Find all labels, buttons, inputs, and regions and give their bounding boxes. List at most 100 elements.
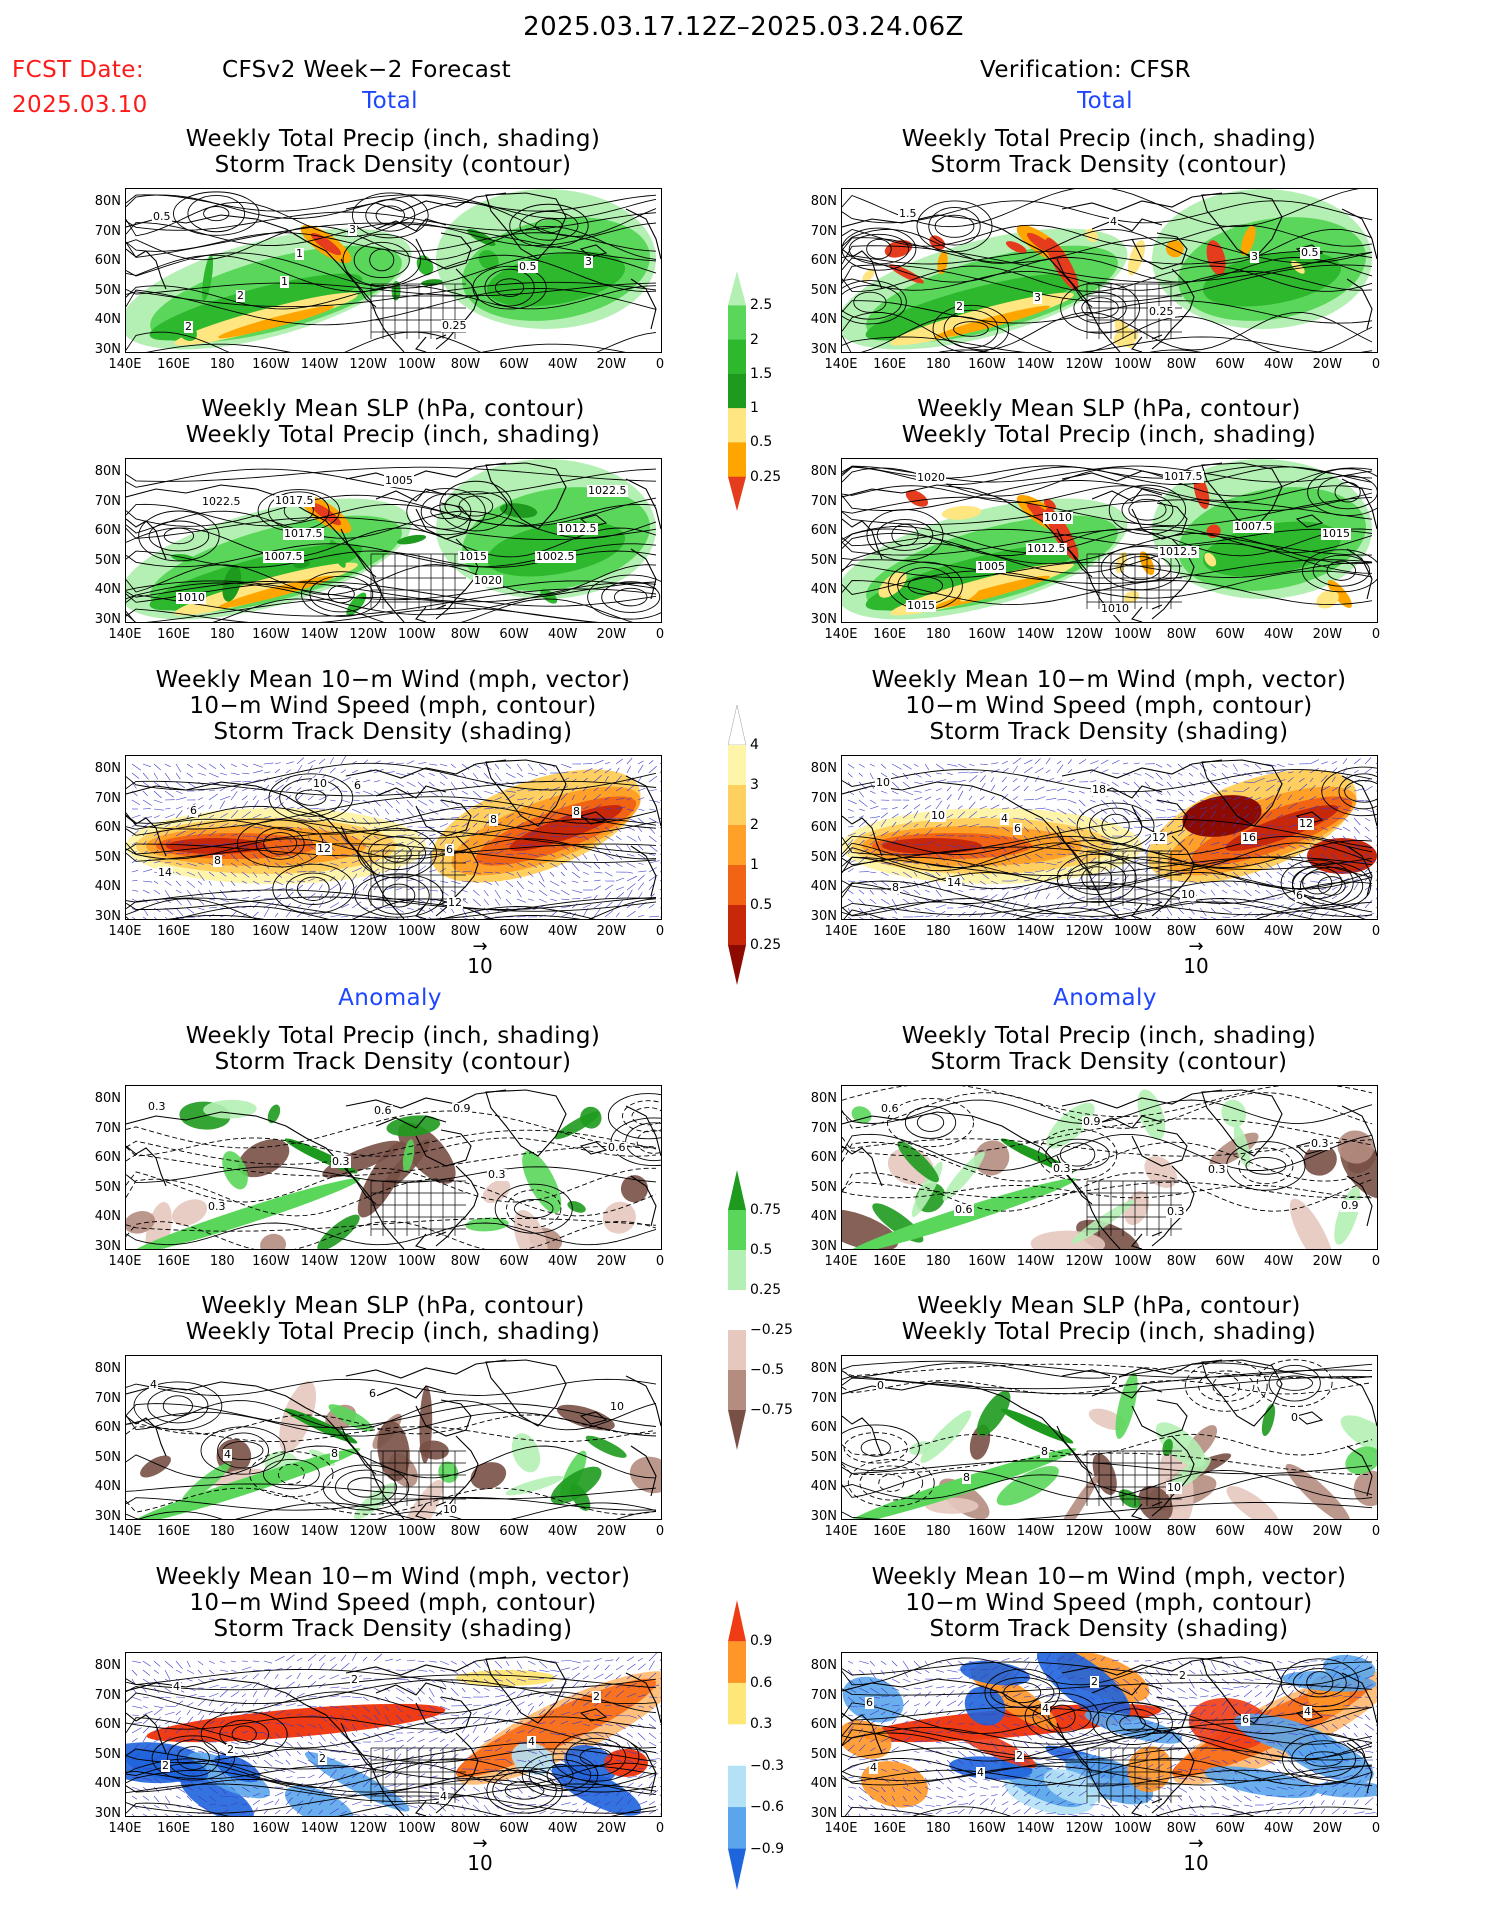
panel-title-line: Weekly Mean SLP (hPa, contour) xyxy=(201,396,585,422)
contour-label: 2 xyxy=(1178,1669,1187,1682)
lon-tick-label: 100W xyxy=(397,924,436,939)
contour-label: 1017.5 xyxy=(283,527,324,540)
lat-tick-label: 70N xyxy=(94,790,121,806)
vector-reference-value: 10 xyxy=(467,1851,493,1875)
lon-tick-label: 20W xyxy=(596,1821,627,1836)
lon-tick-label: 0 xyxy=(655,1821,665,1836)
contour-label: 2 xyxy=(350,1673,359,1686)
colorbar-label: 0.25 xyxy=(750,469,782,485)
panel-title-verification-2: Weekly Mean SLP (hPa, contour) Weekly Tot… xyxy=(829,396,1389,448)
colorbar-swatch xyxy=(728,1410,746,1450)
lon-tick-label: 180 xyxy=(209,1821,235,1836)
period-title: 2025.03.17.12Z–2025.03.24.06Z xyxy=(523,12,964,42)
contour-label: 4 xyxy=(1109,215,1118,228)
map-canvas xyxy=(842,189,1377,352)
shading-blob xyxy=(1226,1485,1279,1519)
coastline xyxy=(842,1089,1377,1249)
contour-label: 14 xyxy=(946,876,962,889)
lon-tick-label: 140E xyxy=(824,627,858,642)
lon-tick-label: 20W xyxy=(1312,1524,1343,1539)
coastline xyxy=(842,1359,1377,1519)
colorbar-label: 0.5 xyxy=(750,434,773,450)
shading-blob xyxy=(1144,1155,1178,1188)
colorbar-label: 0.25 xyxy=(750,937,782,953)
verification-column-title: Verification: CFSR xyxy=(980,57,1191,83)
colorbar-swatch xyxy=(728,305,746,341)
shading-blob xyxy=(920,1410,972,1463)
colorbar-swatch xyxy=(728,408,746,443)
shading-blob xyxy=(976,1390,1011,1437)
lon-tick-label: 180 xyxy=(925,924,951,939)
panel-title-forecast-1: Weekly Total Precip (inch, shading) Storm… xyxy=(113,126,673,178)
shading-blob xyxy=(1052,1473,1100,1519)
lon-tick-label: 160W xyxy=(968,1524,1006,1539)
lon-tick-label: 40W xyxy=(1264,1254,1294,1269)
lon-tick-label: 0 xyxy=(1371,627,1381,642)
panel-title-line: Storm Track Density (shading) xyxy=(929,719,1289,745)
shading-blob xyxy=(218,575,334,609)
shading-blob xyxy=(478,250,499,270)
shading-blob xyxy=(551,1763,642,1816)
shading-blob xyxy=(629,1456,661,1494)
lat-tick-label: 80N xyxy=(810,464,837,479)
shading-blob xyxy=(847,1448,1077,1519)
shading-blob xyxy=(397,1479,444,1519)
colorbar-swatch xyxy=(728,442,746,478)
shading-blob xyxy=(222,1151,248,1190)
contour-label: 2 xyxy=(592,1690,601,1703)
colorbar-label: 0.75 xyxy=(750,1202,782,1218)
lat-tick-label: 70N xyxy=(810,790,837,806)
shading-blob xyxy=(353,1482,396,1519)
panel-title-line: Weekly Total Precip (inch, shading) xyxy=(901,1319,1317,1345)
colorbar-swatch xyxy=(728,1807,746,1849)
fcst-date-value: 2025.03.10 xyxy=(12,92,148,118)
contour-label: 0.3 xyxy=(331,1155,351,1168)
lon-tick-label: 140E xyxy=(824,1821,858,1836)
contour-label: 2 xyxy=(1110,1374,1119,1387)
lon-tick-label: 80W xyxy=(450,924,481,939)
lat-tick-label: 80N xyxy=(810,1658,837,1673)
panel-title-line: Weekly Total Precip (inch, shading) xyxy=(185,1023,601,1049)
contour-label: 1012.5 xyxy=(1026,542,1067,555)
colorbar-label: −0.6 xyxy=(750,1799,784,1815)
lat-tick-label: 30N xyxy=(810,1238,837,1254)
lon-tick-label: 160E xyxy=(157,1254,191,1269)
contour-label: 2 xyxy=(1015,1749,1024,1762)
shading-blob xyxy=(513,1210,548,1249)
lon-tick-label: 160W xyxy=(968,924,1006,939)
colorbar-storm-anomaly: 0.9 0.6 0.3 −0.3 −0.6 −0.9 xyxy=(718,1600,784,1898)
lat-tick-label: 70N xyxy=(94,493,121,509)
lon-tick-label: 40W xyxy=(548,1254,578,1269)
contour-label: 8 xyxy=(572,805,581,818)
shading-blob xyxy=(310,502,342,526)
contour-label: 1022.5 xyxy=(587,484,628,497)
contour-label: 12 xyxy=(316,842,332,855)
shading-blob xyxy=(964,1686,1006,1726)
shading-blob xyxy=(1316,590,1339,609)
lon-tick-label: 140E xyxy=(108,627,142,642)
lon-tick-label: 160E xyxy=(873,627,907,642)
lat-tick-label: 30N xyxy=(94,1508,121,1524)
colorbar-swatch xyxy=(728,945,746,985)
lat-tick-label: 50N xyxy=(810,282,837,298)
colorbar-storm-total: 0.25 0.5 1 2 3 4 xyxy=(718,704,782,993)
shading-blob xyxy=(149,273,363,341)
contour-label: 1 xyxy=(295,247,304,260)
panel-title-line: 10−m Wind Speed (mph, contour) xyxy=(905,1590,1313,1616)
contour-label: 8 xyxy=(213,854,222,867)
map-verification-2: 1020 1012.5 1017.5 1015 1005 1010 1007.5 1015 10… xyxy=(841,458,1378,623)
shading-blob xyxy=(602,1201,636,1234)
lat-tick-label: 50N xyxy=(810,1746,837,1762)
shading-blob xyxy=(1165,240,1184,258)
shading-blob xyxy=(1327,580,1352,609)
contour-label: 6 xyxy=(368,1387,377,1400)
lon-tick-label: 180 xyxy=(209,924,235,939)
lon-tick-label: 140E xyxy=(824,924,858,939)
lon-tick-label: 140W xyxy=(1016,1524,1055,1539)
map-forecast-3: 6 12 12 8 8 6 8 14 10 6 xyxy=(125,755,662,920)
lon-tick-label: 180 xyxy=(209,1524,235,1539)
lat-tick-label: 40N xyxy=(94,1479,121,1494)
lon-tick-label: 140E xyxy=(108,1254,142,1269)
lon-tick-label: 140W xyxy=(300,924,339,939)
lon-tick-label: 140W xyxy=(1016,357,1055,372)
